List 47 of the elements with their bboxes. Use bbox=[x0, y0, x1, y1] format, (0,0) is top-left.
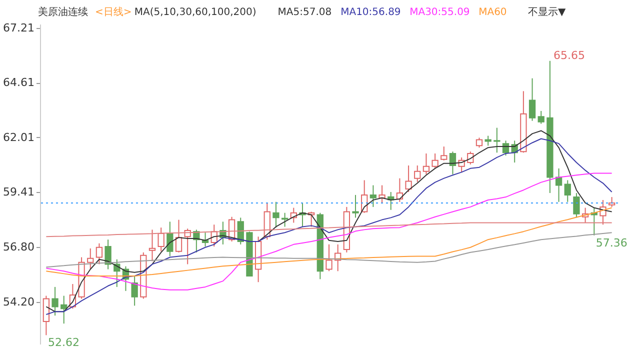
candlestick bbox=[564, 180, 571, 202]
candlestick bbox=[555, 168, 562, 202]
text: MA(5,10,30,60,100,200) bbox=[134, 7, 256, 18]
candlestick bbox=[60, 295, 68, 324]
text: MA10:56.89 bbox=[340, 7, 401, 18]
text: MA60 bbox=[478, 7, 507, 18]
candlestick bbox=[573, 192, 580, 218]
candlestick bbox=[158, 227, 164, 252]
annotation: 57.36 bbox=[596, 236, 628, 250]
text: <日线> bbox=[95, 6, 132, 18]
y-tick-label: 62.01 bbox=[3, 130, 34, 144]
candlestick bbox=[148, 229, 156, 262]
candlestick bbox=[476, 137, 483, 148]
candlestick bbox=[370, 184, 377, 208]
candlestick bbox=[131, 276, 138, 306]
candlestick bbox=[432, 152, 438, 169]
candlestick bbox=[494, 127, 500, 154]
candlestick bbox=[378, 184, 386, 204]
candlestick bbox=[87, 248, 94, 270]
text: 不显示▼ bbox=[528, 7, 566, 18]
candlestick bbox=[538, 110, 544, 124]
chart-title: 美原油连续 bbox=[38, 6, 88, 18]
candlestick bbox=[405, 164, 412, 192]
candlestick bbox=[608, 196, 616, 208]
candlestick bbox=[422, 152, 430, 175]
candlestick bbox=[449, 151, 456, 175]
y-tick-label: 67.21 bbox=[3, 22, 34, 34]
annotation: 52.62 bbox=[48, 336, 80, 350]
candlestick bbox=[326, 244, 332, 272]
y-tick-label: 54.20 bbox=[3, 295, 34, 308]
y-tick-label: 59.41 bbox=[3, 186, 34, 199]
candlestick bbox=[104, 239, 112, 270]
annotation: 65.65 bbox=[553, 48, 585, 62]
candlestick bbox=[175, 219, 182, 253]
candlestick bbox=[440, 146, 448, 161]
y-tick-label: 64.61 bbox=[3, 76, 34, 90]
candlestick bbox=[414, 164, 421, 183]
y-tick-label: 56.80 bbox=[3, 240, 34, 254]
candlestick bbox=[352, 194, 359, 218]
candlestick bbox=[96, 242, 103, 265]
candlestick bbox=[42, 295, 50, 336]
text: MA5:57.08 bbox=[278, 7, 332, 18]
text: MA30:55.09 bbox=[410, 7, 470, 18]
candlestick bbox=[528, 78, 536, 122]
candlestick bbox=[52, 286, 58, 316]
candlestick bbox=[272, 201, 280, 228]
candlestick bbox=[484, 135, 492, 146]
